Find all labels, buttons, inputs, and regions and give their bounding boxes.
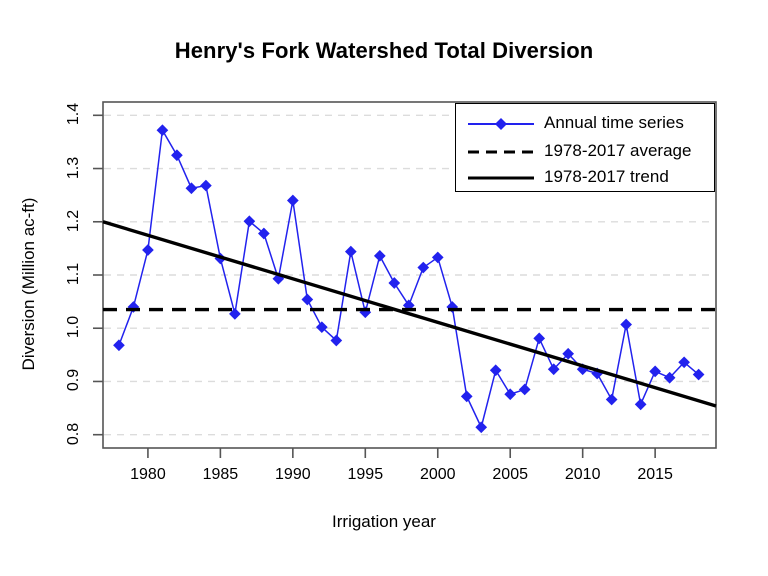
- legend-item-annual-time-series: Annual time series: [456, 110, 714, 138]
- legend-key-line-solid-black: [468, 176, 534, 180]
- x-axis-label: Irrigation year: [332, 512, 436, 531]
- x-tick-label: 1995: [347, 466, 384, 483]
- legend-key-line-dashed-black: [468, 150, 534, 154]
- legend-item-average: 1978-2017 average: [456, 138, 714, 166]
- x-tick-label: 2010: [564, 466, 601, 483]
- y-tick-label: 1.1: [65, 262, 82, 286]
- legend-label-trend: 1978-2017 trend: [544, 167, 669, 186]
- y-tick-label: 0.9: [65, 369, 82, 392]
- x-tick-label: 2015: [637, 466, 673, 483]
- y-tick-label: 1.2: [65, 209, 82, 232]
- chart-title: Henry's Fork Watershed Total Diversion: [174, 38, 594, 63]
- x-tick-label: 1990: [275, 466, 311, 483]
- y-tick-label: 1.3: [65, 156, 82, 179]
- x-tick-label: 1985: [202, 466, 239, 483]
- x-tick-label: 1980: [130, 466, 166, 483]
- legend-key-line-marker-blue: [468, 118, 534, 130]
- y-tick-label: 1.0: [65, 316, 82, 339]
- x-tick-label: 2000: [419, 466, 456, 483]
- legend-item-trend: 1978-2017 trend: [456, 164, 714, 192]
- legend-label-average: 1978-2017 average: [544, 141, 692, 160]
- y-tick-label: 1.4: [65, 103, 82, 126]
- x-tick-label: 2005: [492, 466, 528, 483]
- chart-legend: Annual time series 1978-2017 average 197…: [455, 103, 715, 192]
- y-tick-label: 0.8: [65, 422, 82, 445]
- legend-label-annual-time-series: Annual time series: [544, 113, 684, 132]
